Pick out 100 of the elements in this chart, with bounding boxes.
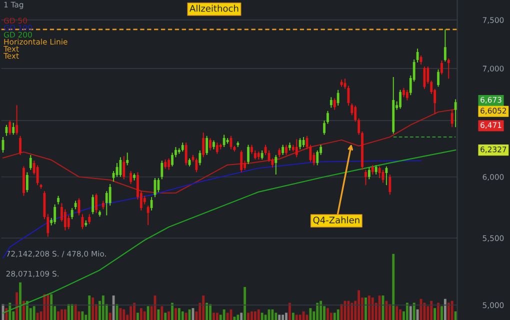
candlestick: [157, 178, 160, 193]
bar: [392, 254, 395, 320]
bar: [140, 308, 142, 320]
bar: [108, 312, 112, 320]
candlestick: [330, 96, 332, 108]
bar: [226, 312, 229, 320]
candlestick: [70, 208, 74, 220]
bar: [174, 308, 177, 320]
bar: [60, 309, 63, 320]
candlestick: [92, 194, 94, 215]
candlestick: [450, 109, 454, 128]
bar: [146, 306, 150, 320]
bar: [302, 311, 305, 320]
bar: [316, 302, 319, 320]
candlestick: [164, 159, 167, 170]
bar: [250, 311, 253, 320]
bar: [22, 300, 25, 320]
candlestick: [402, 87, 405, 98]
bar: [244, 286, 246, 320]
bar: [143, 311, 146, 320]
candlestick: [29, 154, 32, 170]
bar: [202, 296, 205, 320]
bar: [188, 309, 191, 320]
candlestick: [285, 144, 288, 156]
bar: [309, 308, 312, 320]
candlestick: [447, 58, 450, 80]
candlestick: [247, 144, 250, 165]
bar: [282, 314, 284, 320]
candlestick: [122, 156, 126, 180]
candlestick: [168, 158, 170, 170]
bar: [43, 294, 46, 320]
candlestick: [209, 138, 212, 151]
bar: [50, 294, 53, 320]
candlestick: [454, 98, 457, 128]
candlestick: [81, 214, 84, 230]
bar: [423, 302, 426, 320]
ref-line-label: Allzeithoch: [190, 4, 238, 12]
bar: [447, 302, 450, 320]
bar: [320, 300, 322, 320]
bar: [240, 312, 243, 320]
bar: [157, 309, 160, 320]
candlestick: [36, 164, 39, 186]
bar: [254, 311, 256, 320]
bar: [70, 304, 74, 320]
bar: [119, 308, 122, 320]
candlestick: [260, 150, 264, 160]
candlestick: [254, 150, 256, 160]
bar: [222, 309, 226, 320]
candlestick: [67, 214, 70, 230]
bar: [184, 312, 188, 320]
candlestick: [385, 166, 388, 186]
bar: [336, 309, 340, 320]
bar: [136, 312, 139, 320]
bar: [257, 309, 260, 320]
candlestick: [278, 148, 281, 158]
bar: [430, 300, 433, 320]
bar: [416, 309, 419, 320]
bar: [350, 302, 354, 320]
bar: [298, 314, 302, 320]
candlestick: [195, 158, 198, 173]
bar: [209, 304, 212, 320]
bar: [368, 296, 370, 320]
bar: [67, 304, 70, 320]
candlestick: [206, 135, 208, 156]
bar: [26, 300, 28, 320]
bar: [171, 302, 174, 320]
bar: [274, 312, 278, 320]
bar: [57, 311, 60, 320]
bar: [178, 308, 180, 320]
candlestick: [316, 150, 319, 166]
bar: [406, 302, 408, 320]
bar: [385, 300, 388, 320]
candlestick: [184, 142, 188, 166]
candlestick: [64, 208, 66, 231]
bar: [92, 298, 94, 320]
bar: [371, 298, 374, 320]
candlestick: [437, 69, 440, 88]
bar: [36, 312, 39, 320]
candlestick: [240, 150, 243, 173]
candlestick: [295, 138, 298, 158]
bar: [444, 298, 446, 320]
candlestick: [150, 196, 153, 211]
candlestick: [88, 214, 91, 225]
candlestick: [302, 136, 305, 148]
bar: [16, 292, 18, 320]
candlestick: [336, 89, 340, 106]
bar: [412, 302, 416, 320]
bar: [5, 308, 8, 320]
bar: [19, 282, 22, 320]
bar: [271, 309, 274, 320]
bar: [437, 302, 440, 320]
bar: [233, 316, 236, 320]
bar: [450, 300, 454, 320]
candlestick: [160, 160, 164, 180]
candlestick: [368, 167, 370, 180]
candlestick: [440, 60, 443, 76]
candlestick: [12, 122, 15, 136]
candlestick: [406, 89, 408, 101]
bar: [399, 309, 402, 320]
candlestick: [274, 154, 278, 176]
